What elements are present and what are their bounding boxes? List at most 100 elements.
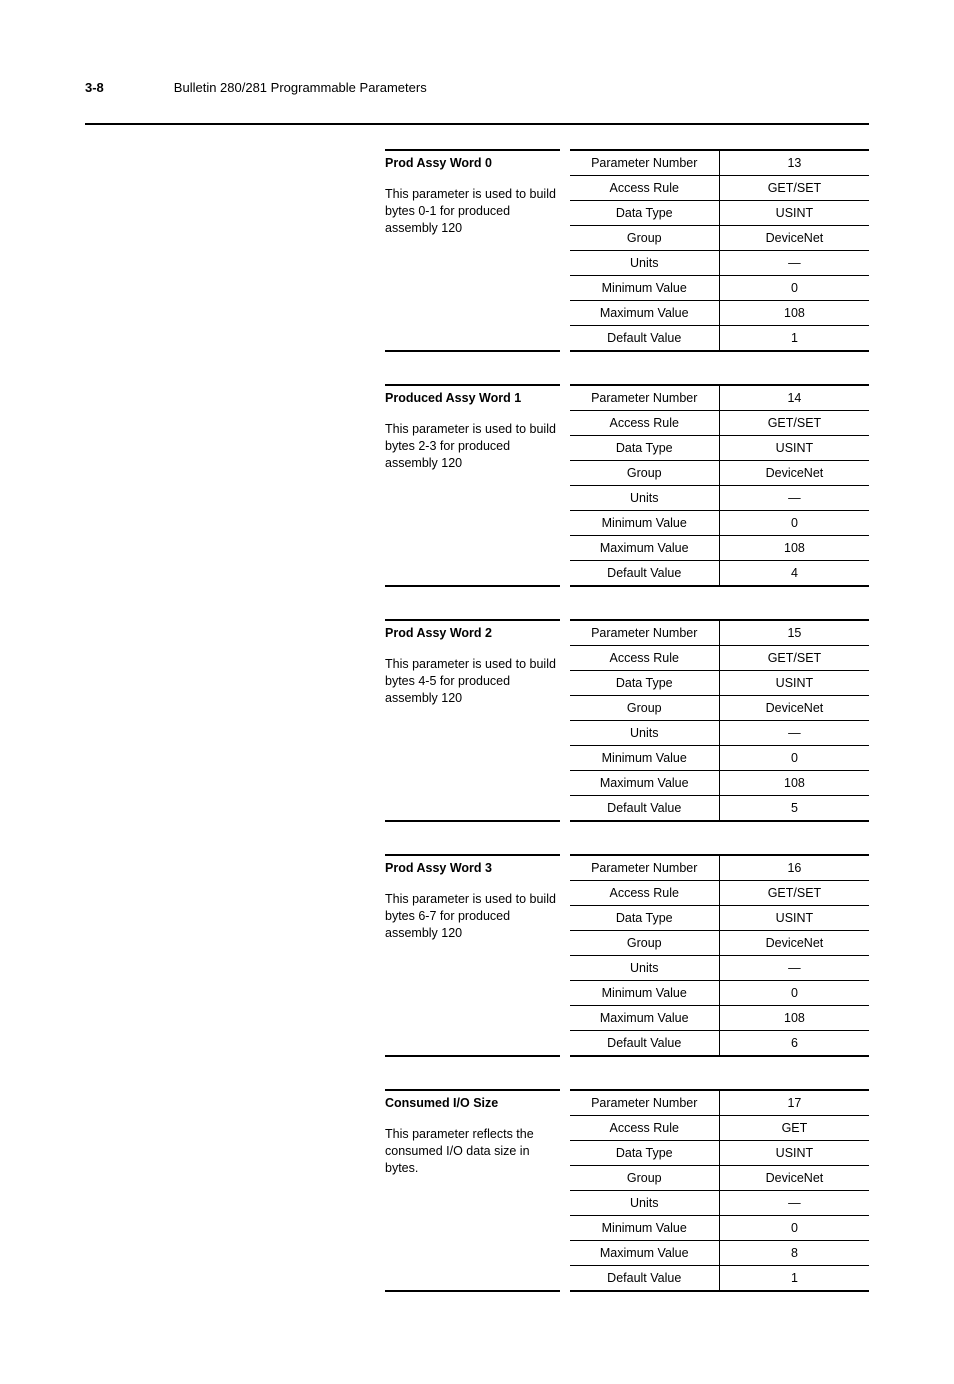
table-row: Units— — [570, 251, 869, 276]
attribute-label: Units — [570, 1191, 720, 1216]
attribute-label: Access Rule — [570, 176, 720, 201]
attribute-value: GET — [719, 1116, 869, 1141]
attribute-label: Default Value — [570, 1266, 720, 1292]
parameter-attribute-table: Parameter Number14Access RuleGET/SETData… — [570, 384, 869, 587]
parameter-description: This parameter is used to build bytes 0-… — [385, 186, 560, 237]
parameter-description-cell: Prod Assy Word 2This parameter is used t… — [385, 619, 570, 822]
attribute-label: Data Type — [570, 436, 720, 461]
attribute-label: Access Rule — [570, 646, 720, 671]
table-row: Minimum Value0 — [570, 981, 869, 1006]
attribute-label: Minimum Value — [570, 276, 720, 301]
attribute-value: 0 — [719, 511, 869, 536]
attribute-label: Maximum Value — [570, 301, 720, 326]
page-title: Bulletin 280/281 Programmable Parameters — [174, 80, 427, 95]
attribute-value: USINT — [719, 436, 869, 461]
attribute-value: USINT — [719, 1141, 869, 1166]
attribute-value: 0 — [719, 746, 869, 771]
attribute-label: Maximum Value — [570, 536, 720, 561]
attribute-label: Group — [570, 1166, 720, 1191]
attribute-label: Minimum Value — [570, 746, 720, 771]
attribute-label: Minimum Value — [570, 981, 720, 1006]
table-row: Maximum Value108 — [570, 771, 869, 796]
attribute-label: Parameter Number — [570, 150, 720, 176]
attribute-value: 0 — [719, 276, 869, 301]
table-row: GroupDeviceNet — [570, 461, 869, 486]
attribute-label: Data Type — [570, 671, 720, 696]
parameter-description: This parameter is used to build bytes 4-… — [385, 656, 560, 707]
attribute-value: USINT — [719, 906, 869, 931]
parameter-block: Prod Assy Word 0 This parameter is used t… — [385, 149, 869, 352]
attribute-label: Group — [570, 461, 720, 486]
attribute-value: GET/SET — [719, 411, 869, 436]
parameter-attribute-table: Parameter Number16Access RuleGET/SETData… — [570, 854, 869, 1057]
header-divider — [85, 123, 869, 125]
attribute-label: Access Rule — [570, 881, 720, 906]
attribute-value: 8 — [719, 1241, 869, 1266]
attribute-value: GET/SET — [719, 881, 869, 906]
parameter-title: Prod Assy Word 0 — [385, 155, 560, 172]
attribute-label: Group — [570, 226, 720, 251]
attribute-label: Access Rule — [570, 1116, 720, 1141]
attribute-value: 108 — [719, 536, 869, 561]
attribute-value: 108 — [719, 1006, 869, 1031]
attribute-value: DeviceNet — [719, 931, 869, 956]
table-row: Parameter Number15 — [570, 620, 869, 646]
attribute-label: Access Rule — [570, 411, 720, 436]
table-row: Units— — [570, 486, 869, 511]
parameter-attribute-table: Parameter Number17Access RuleGETData Typ… — [570, 1089, 869, 1292]
attribute-value: 1 — [719, 326, 869, 352]
table-row: Default Value4 — [570, 561, 869, 587]
table-row: Data TypeUSINT — [570, 436, 869, 461]
table-row: Access RuleGET/SET — [570, 881, 869, 906]
attribute-label: Parameter Number — [570, 385, 720, 411]
table-row: Minimum Value0 — [570, 746, 869, 771]
attribute-label: Units — [570, 956, 720, 981]
table-row: Maximum Value8 — [570, 1241, 869, 1266]
table-row: Minimum Value0 — [570, 1216, 869, 1241]
attribute-label: Parameter Number — [570, 620, 720, 646]
parameter-description-cell: Prod Assy Word 0 This parameter is used t… — [385, 149, 570, 352]
parameter-list: Prod Assy Word 0 This parameter is used t… — [85, 149, 869, 1292]
table-row: Data TypeUSINT — [570, 1141, 869, 1166]
attribute-value: 14 — [719, 385, 869, 411]
table-row: Minimum Value0 — [570, 511, 869, 536]
attribute-label: Units — [570, 486, 720, 511]
parameter-title: Consumed I/O Size — [385, 1095, 560, 1112]
table-row: Parameter Number17 — [570, 1090, 869, 1116]
table-row: Parameter Number13 — [570, 150, 869, 176]
attribute-value: — — [719, 956, 869, 981]
parameter-block: Prod Assy Word 2This parameter is used t… — [385, 619, 869, 822]
table-row: GroupDeviceNet — [570, 1166, 869, 1191]
attribute-label: Data Type — [570, 906, 720, 931]
attribute-value: DeviceNet — [719, 461, 869, 486]
parameter-description: This parameter is used to build bytes 2-… — [385, 421, 560, 472]
attribute-label: Data Type — [570, 1141, 720, 1166]
parameter-description: This parameter reflects the consumed I/O… — [385, 1126, 560, 1177]
attribute-value: 0 — [719, 1216, 869, 1241]
attribute-value: 17 — [719, 1090, 869, 1116]
page-container: 3-8 Bulletin 280/281 Programmable Parame… — [0, 0, 954, 1384]
parameter-title: Produced Assy Word 1 — [385, 390, 560, 407]
parameter-description-cell: Produced Assy Word 1 This parameter is us… — [385, 384, 570, 587]
table-row: Access RuleGET/SET — [570, 176, 869, 201]
table-row: GroupDeviceNet — [570, 931, 869, 956]
attribute-value: — — [719, 251, 869, 276]
parameter-attribute-table: Parameter Number15Access RuleGET/SETData… — [570, 619, 869, 822]
attribute-value: 13 — [719, 150, 869, 176]
attribute-value: USINT — [719, 201, 869, 226]
attribute-label: Maximum Value — [570, 771, 720, 796]
table-row: Default Value1 — [570, 326, 869, 352]
parameter-description: This parameter is used to build bytes 6-… — [385, 891, 560, 942]
attribute-value: 4 — [719, 561, 869, 587]
attribute-label: Maximum Value — [570, 1241, 720, 1266]
table-row: Default Value5 — [570, 796, 869, 822]
attribute-value: — — [719, 721, 869, 746]
attribute-value: GET/SET — [719, 646, 869, 671]
attribute-label: Default Value — [570, 561, 720, 587]
attribute-value: 16 — [719, 855, 869, 881]
table-row: Units— — [570, 721, 869, 746]
table-row: Units— — [570, 956, 869, 981]
attribute-value: 1 — [719, 1266, 869, 1292]
table-row: Parameter Number14 — [570, 385, 869, 411]
table-row: GroupDeviceNet — [570, 696, 869, 721]
